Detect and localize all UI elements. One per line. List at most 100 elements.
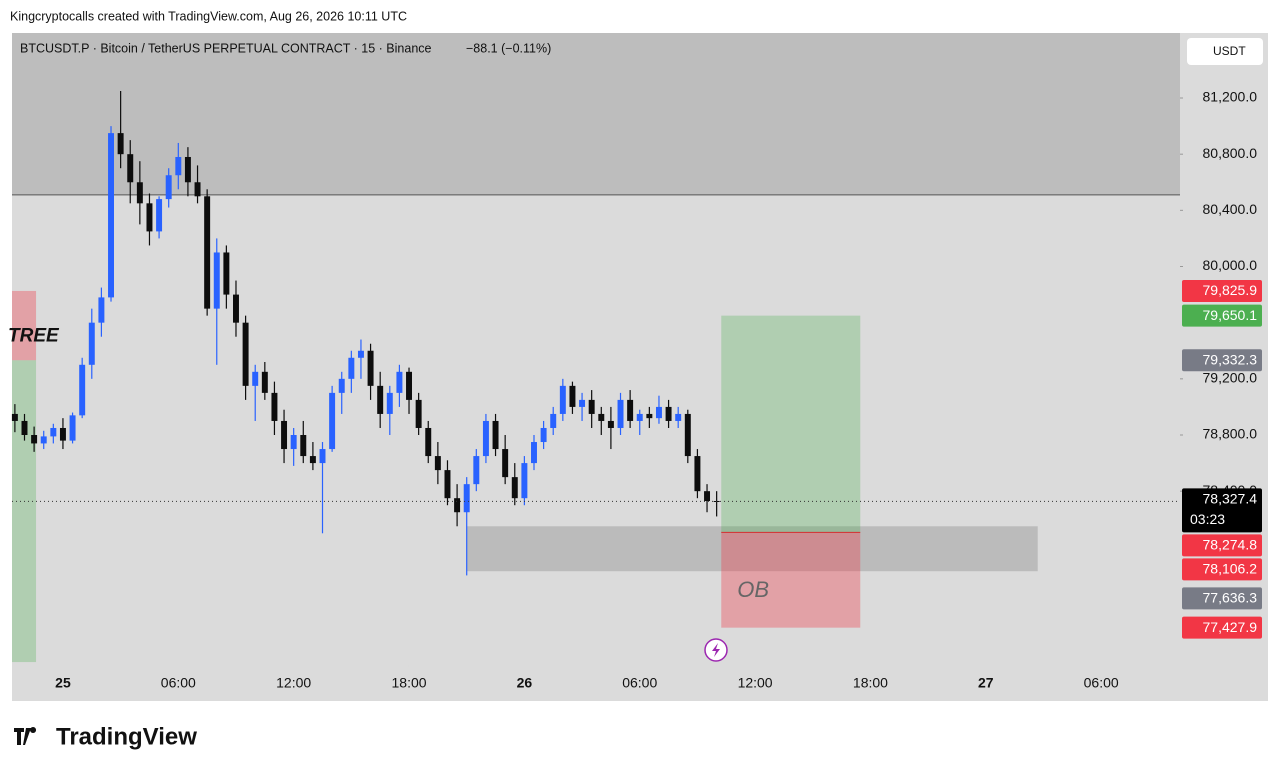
candle-body (377, 385, 384, 414)
x-tick-label: 26 (517, 675, 533, 691)
candle-body (694, 456, 701, 492)
candle-body (290, 435, 297, 450)
candle-body (386, 392, 393, 414)
price-label: 78,327.4 (1203, 491, 1258, 507)
left-target-zone (12, 360, 37, 663)
left-stop-zone (12, 290, 37, 361)
candle-body (88, 322, 95, 365)
x-tick-label: 18:00 (853, 675, 888, 691)
candle-body (261, 371, 268, 393)
logo-text: TradingView (56, 723, 197, 750)
currency-button[interactable] (1187, 38, 1263, 65)
candle-body (98, 297, 105, 323)
candle-body (415, 399, 422, 428)
price-label: 79,825.9 (1203, 282, 1258, 298)
candle-body (406, 371, 413, 400)
ob-label: OB (737, 577, 769, 602)
candle-body (59, 427, 66, 441)
candle-body (108, 133, 114, 298)
y-tick-label: 79,200.0 (1203, 370, 1258, 386)
candle-body (588, 399, 595, 414)
candle-body (136, 182, 143, 204)
candle-body (281, 420, 288, 450)
candle-body (309, 456, 316, 464)
x-tick-label: 06:00 (1084, 675, 1119, 691)
candle-body (223, 252, 230, 295)
candle-body (434, 456, 441, 471)
candle-body (463, 484, 470, 513)
candle-body (521, 463, 528, 499)
price-label-bg (1182, 304, 1262, 327)
candle-body (204, 196, 211, 309)
header: Kingcryptocalls created with TradingView… (10, 9, 407, 23)
candle-body (482, 420, 489, 457)
candle-body (473, 456, 480, 485)
x-tick-label: 27 (978, 675, 994, 691)
price-label-bg (1182, 558, 1262, 581)
resistance-zone (12, 33, 1180, 195)
candle-body (156, 199, 163, 232)
candle-body (396, 371, 403, 393)
candle-body (271, 392, 278, 421)
left-position-label: TREE (8, 325, 60, 346)
candle-body (665, 406, 672, 421)
candle-body (357, 350, 364, 358)
logo: TradingView (14, 723, 197, 750)
candle-body (684, 413, 691, 457)
candle-body (704, 491, 711, 501)
candle-body (117, 133, 124, 155)
candle-body (598, 413, 605, 421)
axis-layer: 25 06:00 12:00 18:00 26 06:00 12:00 18:00 27 06:0… (55, 89, 1262, 691)
candle-body (79, 364, 86, 416)
x-tick-label: 12:00 (276, 675, 311, 691)
candle-body (69, 415, 76, 441)
y-tick-label: 80,000.0 (1203, 257, 1258, 273)
y-tick-label: 81,200.0 (1203, 89, 1258, 105)
candle-body (146, 203, 153, 232)
candle-body (348, 357, 355, 379)
y-tick-label: 78,800.0 (1203, 426, 1258, 442)
candle-body (502, 449, 509, 478)
currency: USDT (1213, 44, 1246, 58)
y-tick-label: 80,800.0 (1203, 145, 1258, 161)
candle-body (655, 406, 662, 419)
stop-zone (721, 532, 861, 628)
price-label-bg (1182, 279, 1262, 302)
candle-body (165, 175, 172, 200)
chart-title: BTCUSDT.P · Bitcoin / TetherUS PERPETUAL… (20, 41, 432, 55)
price-label-bg (1182, 488, 1262, 533)
candle-body (492, 420, 499, 450)
candle-body (569, 385, 576, 407)
x-tick-label: 12:00 (738, 675, 773, 691)
candle-body (540, 427, 547, 443)
candle-body (329, 392, 336, 450)
price-label: 78,106.2 (1203, 561, 1258, 577)
price-change: −88.1 (−0.11%) (466, 41, 551, 55)
candle-body (550, 413, 557, 428)
candle-body (50, 427, 57, 437)
candle-body (559, 385, 566, 414)
candle-body (319, 449, 326, 464)
price-label: 77,427.9 (1203, 619, 1258, 635)
candle-body (175, 156, 182, 176)
candle-body (511, 477, 518, 499)
price-label-bg (1182, 349, 1262, 372)
candle-body (646, 413, 653, 419)
countdown: 03:23 (1190, 511, 1225, 527)
candle-body (675, 413, 682, 421)
candle-body (338, 378, 345, 393)
x-tick-label: 06:00 (161, 675, 196, 691)
candle-body (213, 252, 220, 309)
price-label-bg (1182, 616, 1262, 639)
candle-body (31, 435, 38, 444)
candle-body (233, 294, 239, 323)
candle-body (194, 182, 201, 197)
candle-body (617, 399, 624, 428)
candle-body (531, 442, 537, 464)
candle-body (444, 470, 451, 499)
y-tick-label: 80,400.0 (1203, 201, 1258, 217)
candle-body (127, 154, 134, 183)
plot: TREE OB (8, 33, 1180, 663)
